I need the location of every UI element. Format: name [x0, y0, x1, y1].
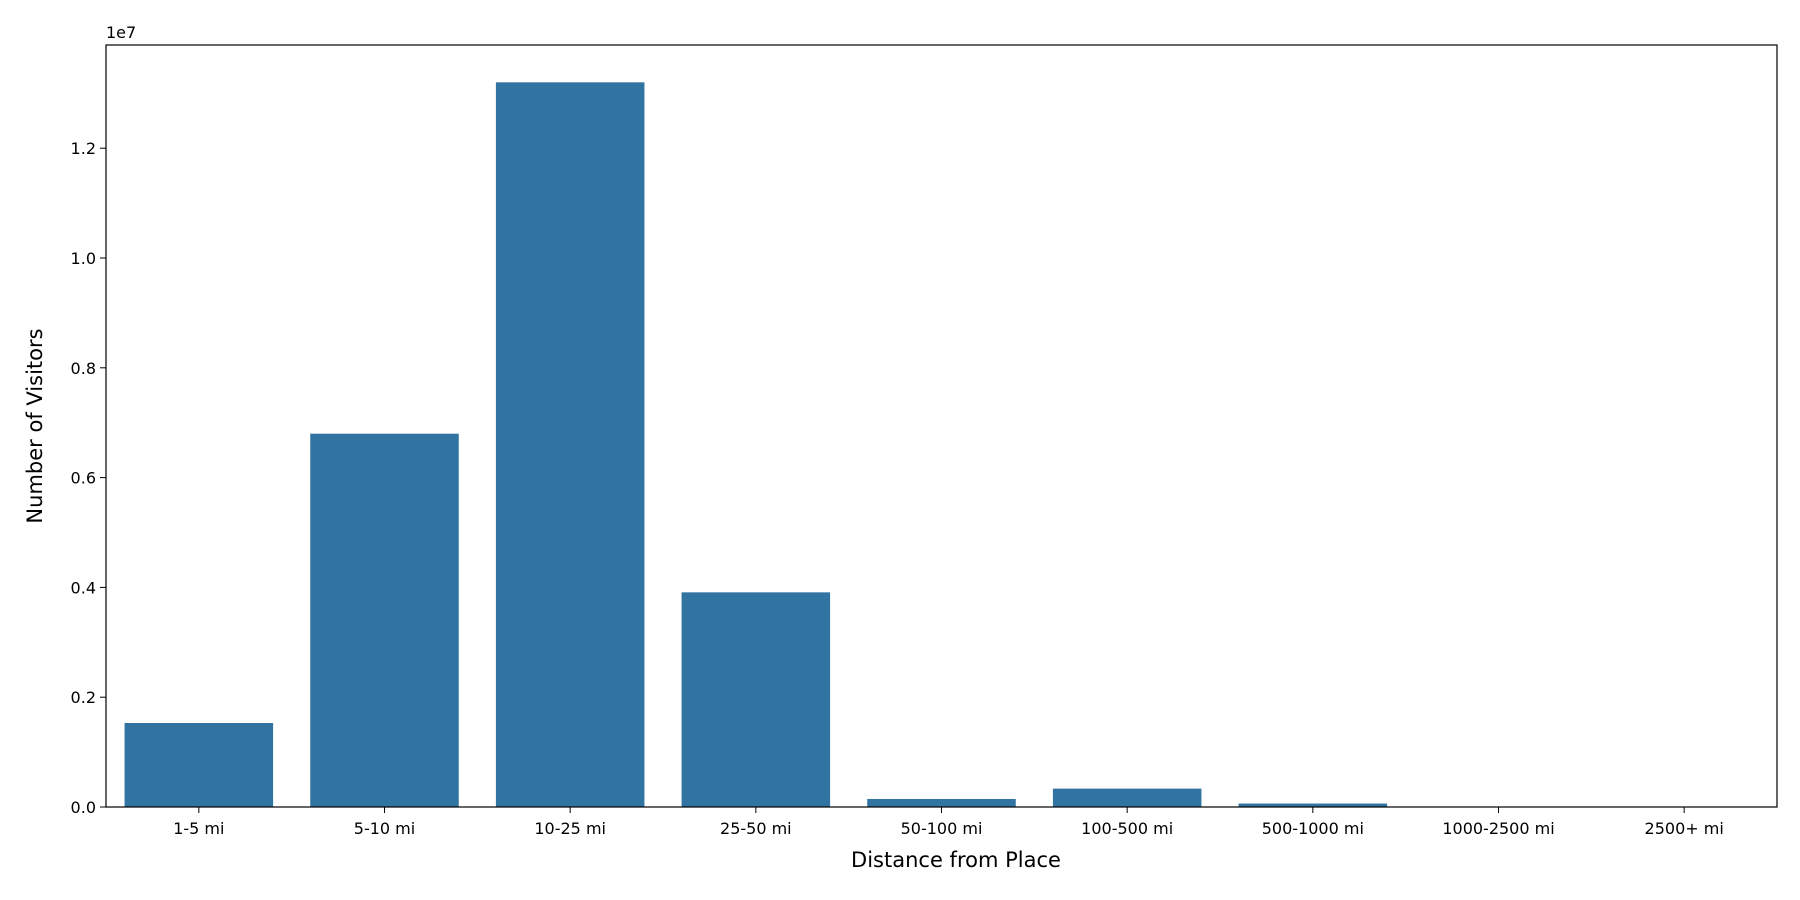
bar [310, 433, 459, 807]
y-axis-label: Number of Visitors [23, 328, 47, 523]
x-tick-label: 10-25 mi [534, 819, 606, 838]
bar [867, 798, 1016, 807]
bar [1052, 788, 1202, 807]
y-tick-label: 0.8 [71, 359, 96, 378]
x-tick-label: 1-5 mi [173, 819, 224, 838]
x-axis-label: Distance from Place [851, 848, 1061, 872]
bar [681, 592, 831, 807]
y-tick-label: 1.0 [71, 249, 96, 268]
y-tick-label: 0.0 [71, 798, 96, 817]
bar [124, 723, 274, 807]
x-tick-label: 1000-2500 mi [1442, 819, 1554, 838]
y-tick-label: 0.2 [71, 688, 96, 707]
bar [495, 82, 645, 807]
x-tick-label: 5-10 mi [354, 819, 415, 838]
y-tick-label: 0.6 [71, 469, 96, 488]
y-offset-label: 1e7 [106, 23, 136, 42]
y-tick-label: 0.4 [71, 578, 96, 597]
plot-frame [105, 44, 1778, 808]
x-tick-label: 500-1000 mi [1262, 819, 1364, 838]
x-tick-label: 25-50 mi [720, 819, 792, 838]
x-tick-label: 2500+ mi [1645, 819, 1724, 838]
x-tick-label: 50-100 mi [901, 819, 983, 838]
bar [1238, 803, 1388, 807]
x-tick-label: 100-500 mi [1081, 819, 1173, 838]
y-tick-label: 1.2 [71, 139, 96, 158]
